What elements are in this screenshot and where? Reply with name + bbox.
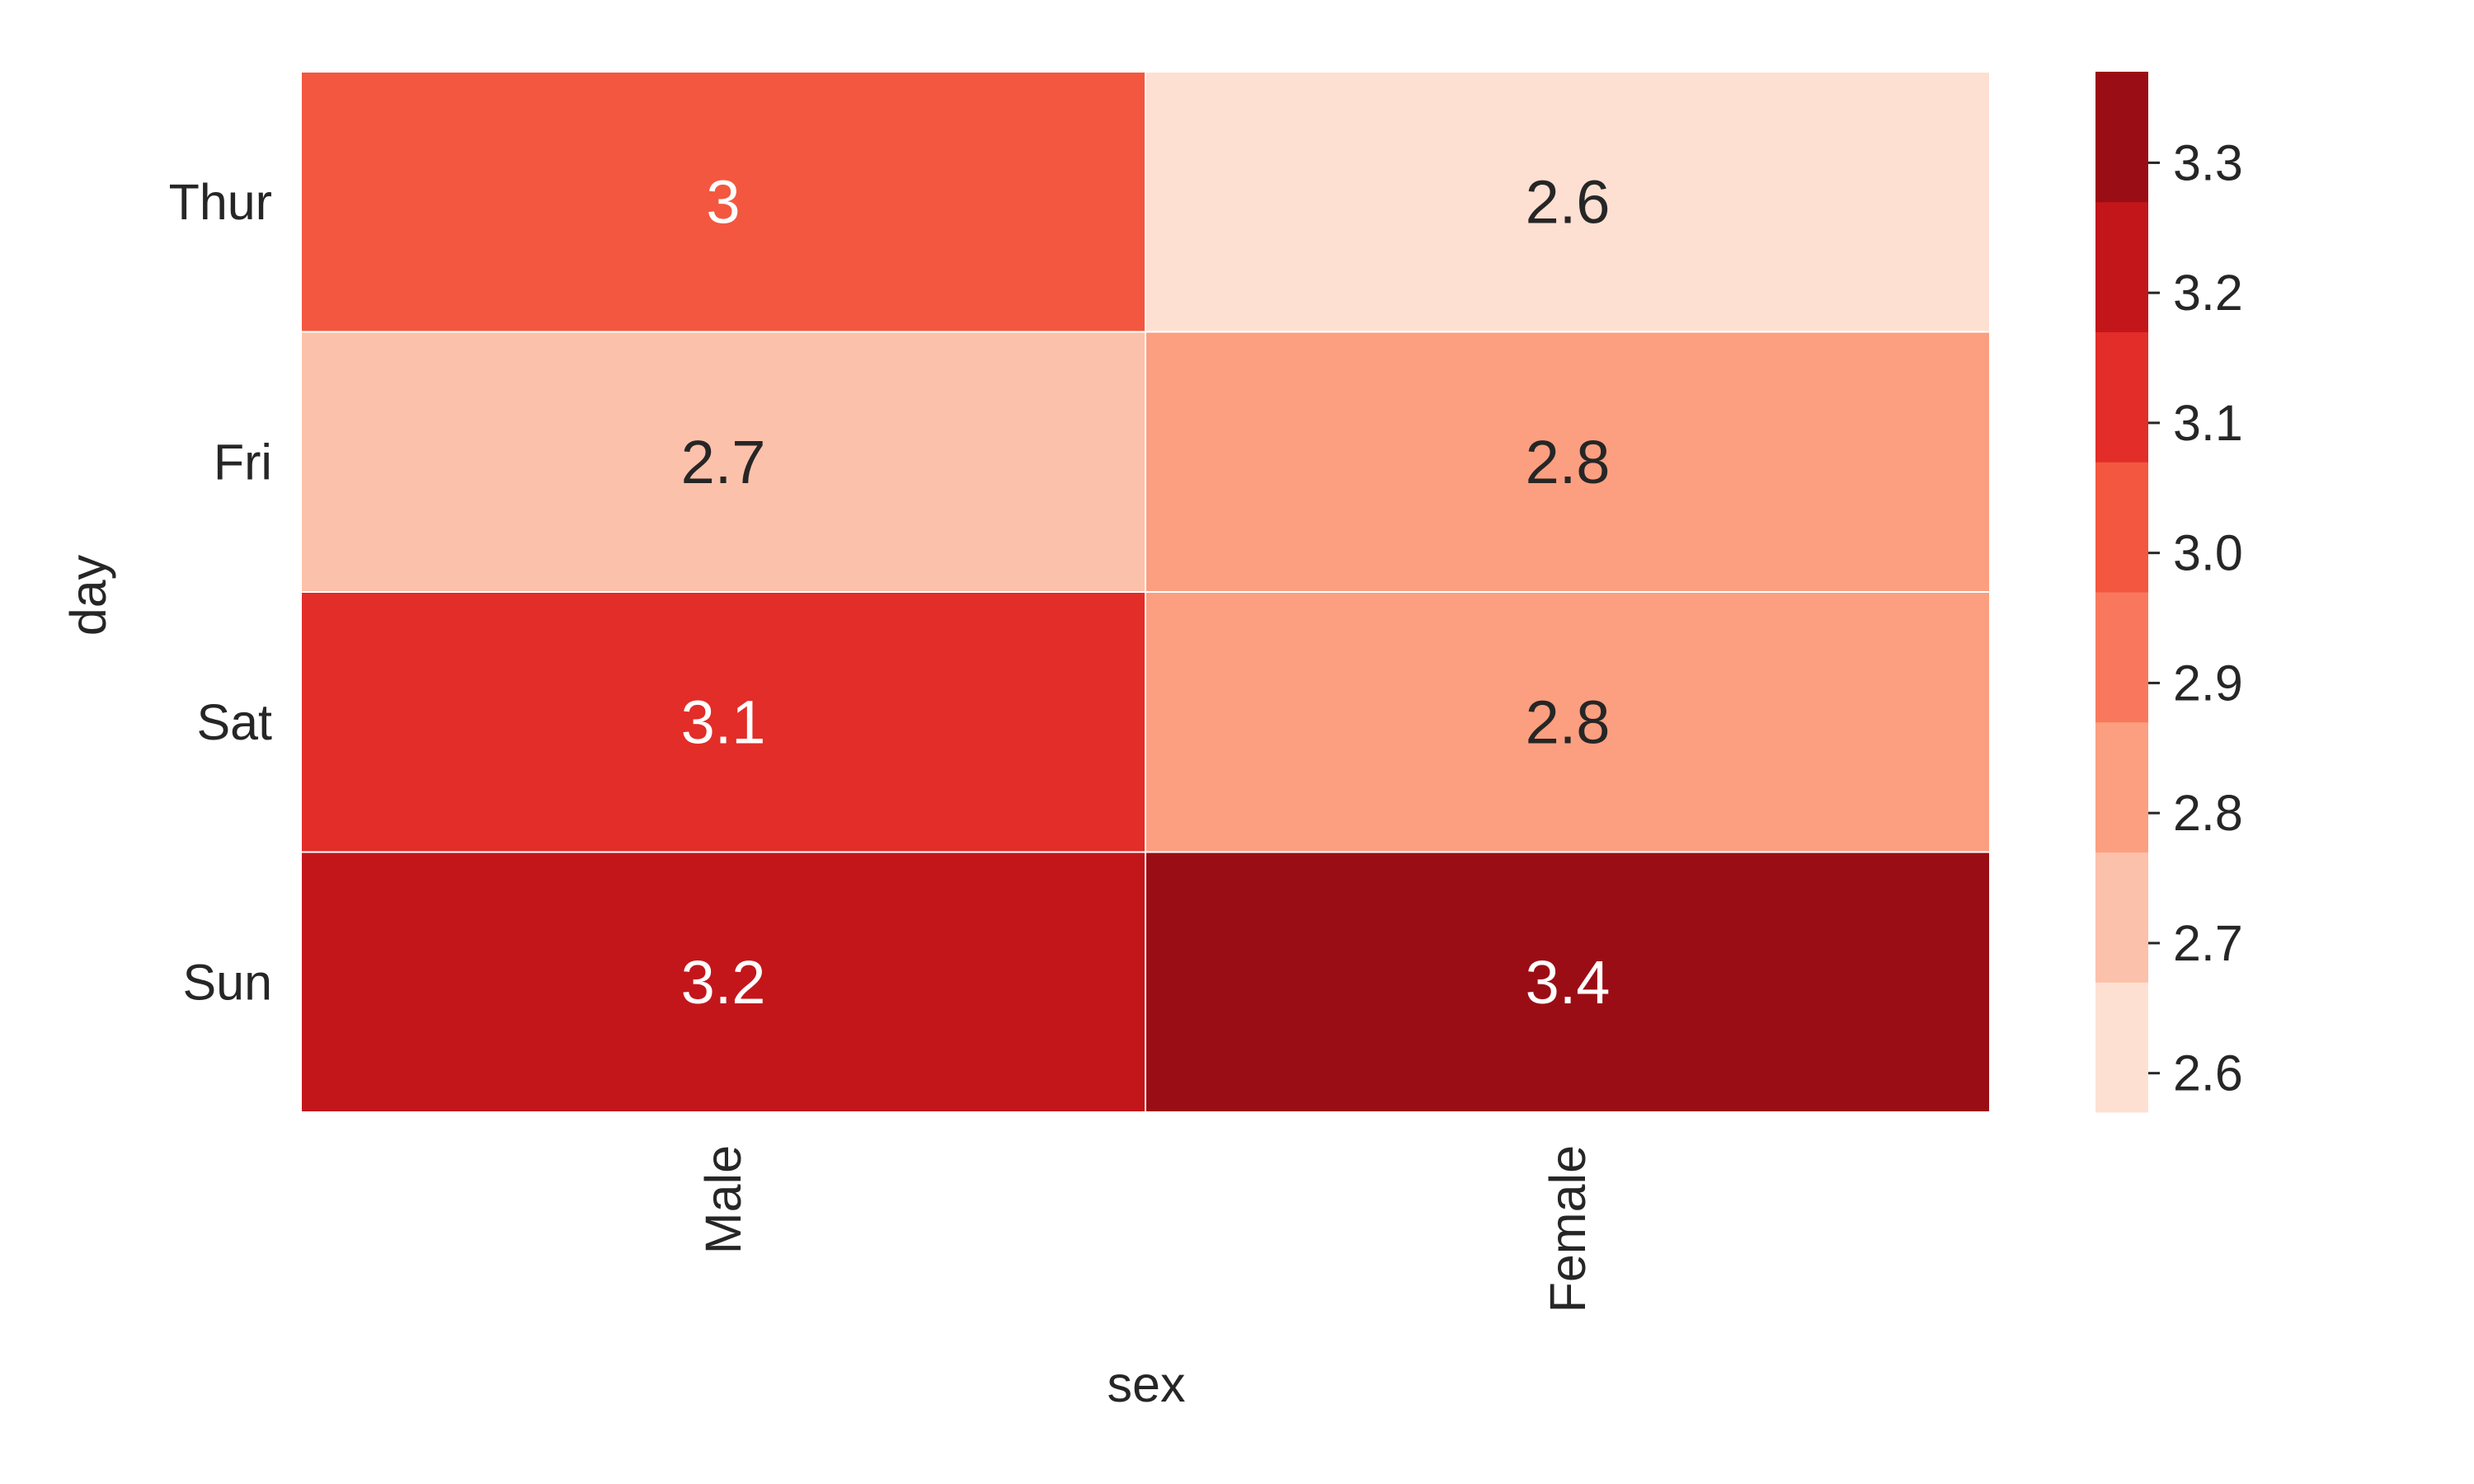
cell-value-label: 2.6 [1526, 167, 1611, 236]
cell-value-label: 2.7 [681, 428, 766, 496]
colorbar-segment [2095, 201, 2148, 332]
x-tick-label: Female [1540, 1145, 1596, 1313]
cell-value-label: 2.8 [1526, 688, 1611, 756]
colorbar-tick-label: 3.0 [2173, 525, 2243, 581]
x-tick-label: Male [695, 1145, 751, 1254]
colorbar-segment [2095, 982, 2148, 1113]
colorbar: 2.6 2.7 2.8 2.9 3.0 3.1 3.2 3.3 [2095, 72, 2243, 1113]
cell-value-label: 3 [706, 167, 740, 236]
y-tick-label: Fri [214, 434, 272, 490]
cell-value-label: 3.4 [1526, 948, 1611, 1017]
heatmap-cell [1145, 71, 1991, 333]
colorbar-segment [2095, 462, 2148, 593]
cell-value-label: 2.8 [1526, 428, 1611, 496]
cell-value-label: 3.2 [681, 948, 766, 1017]
heatmap-cell [1145, 591, 1991, 853]
x-axis-label: sex [1108, 1356, 1186, 1412]
colorbar-segment [2095, 592, 2148, 723]
colorbar-segment [2095, 721, 2148, 852]
colorbar-tick-label: 3.1 [2173, 395, 2243, 451]
heatmap-cell [300, 71, 1146, 333]
cell-value-label: 3.1 [681, 688, 766, 756]
colorbar-tick-label: 2.7 [2173, 915, 2243, 971]
y-tick-label: Sun [182, 954, 272, 1010]
colorbar-tick-label: 3.3 [2173, 134, 2243, 190]
heatmap-cell [300, 851, 1146, 1113]
heatmap-cells: 3 2.6 2.7 2.8 3.1 2.8 3.2 3.4 [300, 71, 1991, 1113]
colorbar-segment [2095, 331, 2148, 463]
colorbar-segment [2095, 72, 2148, 203]
colorbar-tick-label: 3.2 [2173, 265, 2243, 321]
y-tick-label: Sat [196, 694, 272, 750]
heatmap-cell [300, 591, 1146, 853]
colorbar-tick-label: 2.6 [2173, 1045, 2243, 1101]
colorbar-segment [2095, 852, 2148, 983]
x-tick-labels: Male Female [695, 1145, 1596, 1313]
y-tick-label: Thur [169, 174, 272, 230]
y-tick-labels: Thur Fri Sat Sun [169, 174, 272, 1011]
colorbar-tick-label: 2.8 [2173, 785, 2243, 841]
y-axis-label: day [60, 554, 116, 636]
heatmap-cell [1145, 851, 1991, 1113]
heatmap-cell [300, 331, 1146, 593]
colorbar-tick-label: 2.9 [2173, 655, 2243, 711]
heatmap-cell [1145, 331, 1991, 593]
